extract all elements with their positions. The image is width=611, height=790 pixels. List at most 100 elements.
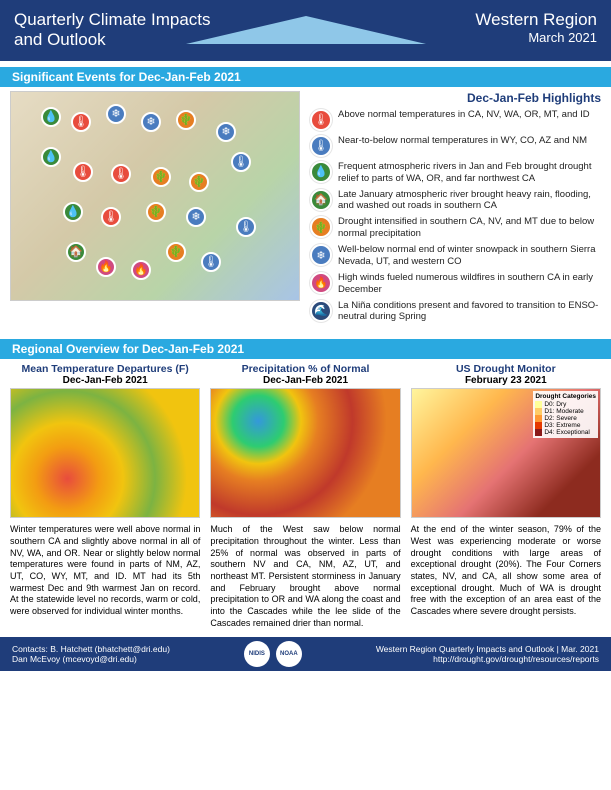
highlights-title: Dec-Jan-Feb Highlights: [310, 91, 601, 105]
legend-row: D3: Extreme: [535, 422, 596, 429]
overview-map: [210, 388, 400, 518]
overview-text: Winter temperatures were well above norm…: [10, 524, 200, 618]
header: Quarterly Climate Impacts and Outlook We…: [0, 0, 611, 61]
events-map: 💧🌡❄❄🌵❄💧🌡🌡🌵🌵🌡💧🌡🌵❄🌡🏠🔥🔥🌵🌡: [10, 91, 300, 301]
highlight-text: Near-to-below normal temperatures in WY,…: [338, 135, 601, 147]
map-event-icon: 🌡: [71, 112, 91, 132]
legend-row: D1: Moderate: [535, 408, 596, 415]
map-event-icon: 💧: [41, 107, 61, 127]
overview-subtitle: Dec-Jan-Feb 2021: [10, 375, 200, 386]
overview-map: Drought CategoriesD0: DryD1: ModerateD2:…: [411, 388, 601, 518]
highlight-row: 🌡 Above normal temperatures in CA, NV, WA…: [310, 109, 601, 131]
highlight-icon: 🔥: [310, 272, 332, 294]
highlight-row: 🌵 Drought intensified in southern CA, NV,…: [310, 216, 601, 240]
map-event-icon: 🌵: [146, 202, 166, 222]
highlights-panel: Dec-Jan-Feb Highlights 🌡 Above normal tem…: [310, 91, 601, 328]
header-date: March 2021: [475, 30, 597, 45]
highlight-text: High winds fueled numerous wildfires in …: [338, 272, 601, 296]
overview-column: US Drought MonitorFebruary 23 2021 Drough…: [411, 363, 601, 629]
highlight-icon: ❄: [310, 244, 332, 266]
overview-column: Precipitation % of NormalDec-Jan-Feb 202…: [210, 363, 400, 629]
map-event-icon: ❄: [141, 112, 161, 132]
footer: Contacts: B. Hatchett (bhatchett@dri.edu…: [0, 637, 611, 671]
highlight-text: Above normal temperatures in CA, NV, WA,…: [338, 109, 601, 121]
legend-swatch: [535, 429, 542, 436]
map-event-icon: 🔥: [131, 260, 151, 280]
contact-2: Dan McEvoy (mcevoyd@dri.edu): [12, 654, 170, 664]
logo-noaa: NOAA: [276, 641, 302, 667]
events-block: 💧🌡❄❄🌵❄💧🌡🌡🌵🌵🌡💧🌡🌵❄🌡🏠🔥🔥🌵🌡 Dec-Jan-Feb Highl…: [0, 91, 611, 334]
footer-logos: NIDISNOAA: [244, 641, 302, 667]
overview-text: Much of the West saw below normal precip…: [210, 524, 400, 629]
legend-label: D3: Extreme: [544, 422, 580, 429]
map-event-icon: 🌵: [151, 167, 171, 187]
map-event-icon: 🏠: [66, 242, 86, 262]
highlight-row: 🌊 La Niña conditions present and favored …: [310, 300, 601, 324]
legend-label: D1: Moderate: [544, 408, 583, 415]
title-line2: and Outlook: [14, 30, 211, 50]
highlight-text: Late January atmospheric river brought h…: [338, 189, 601, 213]
footer-contacts: Contacts: B. Hatchett (bhatchett@dri.edu…: [12, 644, 170, 664]
map-event-icon: ❄: [106, 104, 126, 124]
legend-swatch: [535, 422, 542, 429]
legend-swatch: [535, 415, 542, 422]
header-right: Western Region March 2021: [475, 10, 597, 45]
drought-legend: Drought CategoriesD0: DryD1: ModerateD2:…: [533, 391, 598, 438]
map-event-icon: 💧: [41, 147, 61, 167]
overview-title: US Drought Monitor: [411, 363, 601, 375]
map-event-icon: 🌡: [231, 152, 251, 172]
highlight-text: La Niña conditions present and favored t…: [338, 300, 601, 324]
map-event-icon: ❄: [186, 207, 206, 227]
title-line1: Quarterly Climate Impacts: [14, 10, 211, 30]
highlight-row: 💧 Frequent atmospheric rivers in Jan and …: [310, 161, 601, 185]
overview-column: Mean Temperature Departures (F)Dec-Jan-F…: [10, 363, 200, 629]
overview-subtitle: February 23 2021: [411, 375, 601, 386]
map-event-icon: 🌡: [111, 164, 131, 184]
doc-title: Quarterly Climate Impacts and Outlook: [14, 10, 211, 51]
highlight-row: ❄Well-below normal end of winter snowpac…: [310, 244, 601, 268]
footer-pub: Western Region Quarterly Impacts and Out…: [376, 644, 599, 654]
overview-subtitle: Dec-Jan-Feb 2021: [210, 375, 400, 386]
map-event-icon: 🌵: [176, 110, 196, 130]
map-event-icon: 🌡: [236, 217, 256, 237]
section-bar-overview: Regional Overview for Dec-Jan-Feb 2021: [0, 339, 611, 359]
map-event-icon: 🌡: [73, 162, 93, 182]
highlight-text: Frequent atmospheric rivers in Jan and F…: [338, 161, 601, 185]
highlight-icon: 🌡: [310, 135, 332, 157]
highlight-icon: 🏠: [310, 189, 332, 211]
legend-row: D2: Severe: [535, 415, 596, 422]
contact-1: Contacts: B. Hatchett (bhatchett@dri.edu…: [12, 644, 170, 654]
highlight-text: Drought intensified in southern CA, NV, …: [338, 216, 601, 240]
map-event-icon: 🌵: [166, 242, 186, 262]
legend-row: D0: Dry: [535, 401, 596, 408]
region: Western Region: [475, 10, 597, 30]
highlight-row: 🏠 Late January atmospheric river brought …: [310, 189, 601, 213]
overview-map: [10, 388, 200, 518]
legend-label: D2: Severe: [544, 415, 577, 422]
highlight-icon: 💧: [310, 161, 332, 183]
highlight-icon: 🌡: [310, 109, 332, 131]
map-event-icon: 🌵: [189, 172, 209, 192]
legend-label: D0: Dry: [544, 401, 566, 408]
legend-swatch: [535, 408, 542, 415]
highlight-icon: 🌊: [310, 300, 332, 322]
footer-url: http://drought.gov/drought/resources/rep…: [376, 654, 599, 664]
footer-right: Western Region Quarterly Impacts and Out…: [376, 644, 599, 664]
map-event-icon: 🌡: [201, 252, 221, 272]
highlight-icon: 🌵: [310, 216, 332, 238]
overview-title: Mean Temperature Departures (F): [10, 363, 200, 375]
highlight-row: 🔥 High winds fueled numerous wildfires in…: [310, 272, 601, 296]
legend-title: Drought Categories: [535, 393, 596, 400]
overview-text: At the end of the winter season, 79% of …: [411, 524, 601, 618]
overview-block: Mean Temperature Departures (F)Dec-Jan-F…: [0, 363, 611, 629]
map-event-icon: 💧: [63, 202, 83, 222]
legend-swatch: [535, 401, 542, 408]
legend-label: D4: Exceptional: [544, 429, 590, 436]
map-event-icon: ❄: [216, 122, 236, 142]
map-event-icon: 🌡: [101, 207, 121, 227]
section-bar-events: Significant Events for Dec-Jan-Feb 2021: [0, 67, 611, 87]
legend-row: D4: Exceptional: [535, 429, 596, 436]
overview-title: Precipitation % of Normal: [210, 363, 400, 375]
logo-nidis: NIDIS: [244, 641, 270, 667]
highlight-row: 🌡 Near-to-below normal temperatures in WY…: [310, 135, 601, 157]
